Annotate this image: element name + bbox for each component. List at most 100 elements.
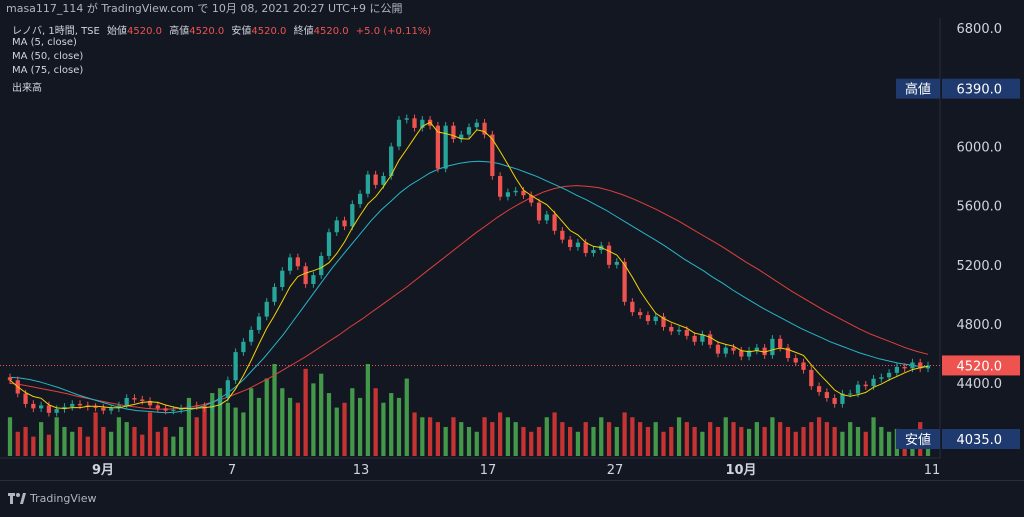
candle-body[interactable] xyxy=(217,398,223,406)
candle-body[interactable] xyxy=(171,409,176,411)
candle-body[interactable] xyxy=(23,393,28,404)
candle-body[interactable] xyxy=(552,214,557,231)
candle-body[interactable] xyxy=(638,312,643,316)
candle-body[interactable] xyxy=(70,403,75,407)
candle-body[interactable] xyxy=(233,352,238,381)
candle-body[interactable] xyxy=(816,386,822,393)
candle-body[interactable] xyxy=(140,399,145,401)
legend-volume[interactable]: 出来高 xyxy=(12,83,42,94)
candle-body[interactable] xyxy=(46,405,52,413)
candle-body[interactable] xyxy=(256,316,262,330)
candle-body[interactable] xyxy=(645,315,651,322)
candle-body[interactable] xyxy=(147,400,153,406)
candle-body[interactable] xyxy=(365,174,370,194)
price-chart[interactable]: 6800.0 6000.0 5600.0 5200.0 4800.0 4400.0 高値 63… xyxy=(0,18,1024,480)
candle-body[interactable] xyxy=(614,261,619,265)
candle-body[interactable] xyxy=(404,118,409,120)
candle-body[interactable] xyxy=(311,275,316,285)
candle-body[interactable] xyxy=(116,405,122,409)
candle-body[interactable] xyxy=(497,176,503,197)
candle-body[interactable] xyxy=(785,347,791,359)
candle-body[interactable] xyxy=(7,377,13,381)
candle-body[interactable] xyxy=(412,118,417,128)
candle-body[interactable] xyxy=(194,405,199,407)
candle-body[interactable] xyxy=(482,122,487,135)
candle-body[interactable] xyxy=(762,347,767,356)
candle-body[interactable] xyxy=(879,377,884,379)
candle-body[interactable] xyxy=(93,406,98,408)
candle-body[interactable] xyxy=(31,403,36,409)
candle-body[interactable] xyxy=(871,378,876,387)
candle-body[interactable] xyxy=(669,326,674,332)
candle-body[interactable] xyxy=(715,344,721,354)
candle-body[interactable] xyxy=(272,287,277,302)
candle-body[interactable] xyxy=(109,408,114,411)
candle-body[interactable] xyxy=(54,409,59,413)
candle-body[interactable] xyxy=(350,204,355,227)
candle-body[interactable] xyxy=(155,405,160,409)
candle-body[interactable] xyxy=(661,316,666,327)
candle-body[interactable] xyxy=(505,192,511,197)
candle-body[interactable] xyxy=(848,393,853,395)
candle-body[interactable] xyxy=(326,232,332,256)
candle-body[interactable] xyxy=(918,362,923,369)
candle-body[interactable] xyxy=(443,125,448,169)
candle-body[interactable] xyxy=(708,334,713,345)
candle-body[interactable] xyxy=(630,301,635,313)
candle-body[interactable] xyxy=(396,119,402,147)
candle-body[interactable] xyxy=(925,365,931,369)
candle-body[interactable] xyxy=(536,202,542,221)
candle-body[interactable] xyxy=(863,384,868,387)
candle-body[interactable] xyxy=(575,242,581,248)
candle-body[interactable] xyxy=(186,405,192,409)
candle-body[interactable] xyxy=(319,255,324,276)
candle-body[interactable] xyxy=(280,270,285,287)
candle-body[interactable] xyxy=(824,392,829,398)
candle-body[interactable] xyxy=(653,316,658,322)
candle-body[interactable] xyxy=(793,358,798,363)
candle-body[interactable] xyxy=(855,384,861,394)
candle-body[interactable] xyxy=(622,261,627,302)
candle-body[interactable] xyxy=(303,266,308,285)
candle-body[interactable] xyxy=(910,362,915,369)
candle-body[interactable] xyxy=(38,405,44,409)
candle-body[interactable] xyxy=(801,362,806,370)
candle-body[interactable] xyxy=(513,190,518,193)
tradingview-logo[interactable]: TradingView xyxy=(8,492,96,505)
candle-body[interactable] xyxy=(287,257,293,271)
candle-body[interactable] xyxy=(560,230,565,240)
candle-body[interactable] xyxy=(700,334,705,342)
candle-body[interactable] xyxy=(132,398,137,400)
candle-body[interactable] xyxy=(606,245,612,265)
candle-body[interactable] xyxy=(902,366,907,369)
legend-ma5[interactable]: MA (5, close) xyxy=(12,37,77,48)
legend-ma50[interactable]: MA (50, close) xyxy=(12,51,84,62)
candle-body[interactable] xyxy=(490,134,495,176)
candle-body[interactable] xyxy=(163,408,168,411)
candle-body[interactable] xyxy=(451,125,456,139)
candle-body[interactable] xyxy=(435,125,441,169)
candle-body[interactable] xyxy=(746,350,752,357)
candle-body[interactable] xyxy=(583,242,588,253)
candle-body[interactable] xyxy=(832,398,837,404)
candle-body[interactable] xyxy=(373,174,378,185)
candle-body[interactable] xyxy=(357,193,363,205)
candle-body[interactable] xyxy=(62,406,67,410)
candle-body[interactable] xyxy=(676,329,682,332)
candle-body[interactable] xyxy=(420,119,425,128)
candle-body[interactable] xyxy=(692,335,697,342)
chart-area[interactable]: 6800.0 6000.0 5600.0 5200.0 4800.0 4400.0 高値 63… xyxy=(0,18,1024,480)
candle-body[interactable] xyxy=(894,366,900,373)
legend-ma75[interactable]: MA (75, close) xyxy=(12,65,84,76)
candle-body[interactable] xyxy=(342,220,347,227)
candle-body[interactable] xyxy=(101,407,106,411)
candle-body[interactable] xyxy=(459,134,464,139)
candle-body[interactable] xyxy=(840,393,845,404)
candle-body[interactable] xyxy=(264,301,269,317)
candle-body[interactable] xyxy=(225,380,230,398)
candle-body[interactable] xyxy=(731,347,736,351)
candle-body[interactable] xyxy=(295,257,300,267)
candle-body[interactable] xyxy=(886,372,892,378)
candle-body[interactable] xyxy=(723,347,728,354)
candle-body[interactable] xyxy=(529,195,534,203)
